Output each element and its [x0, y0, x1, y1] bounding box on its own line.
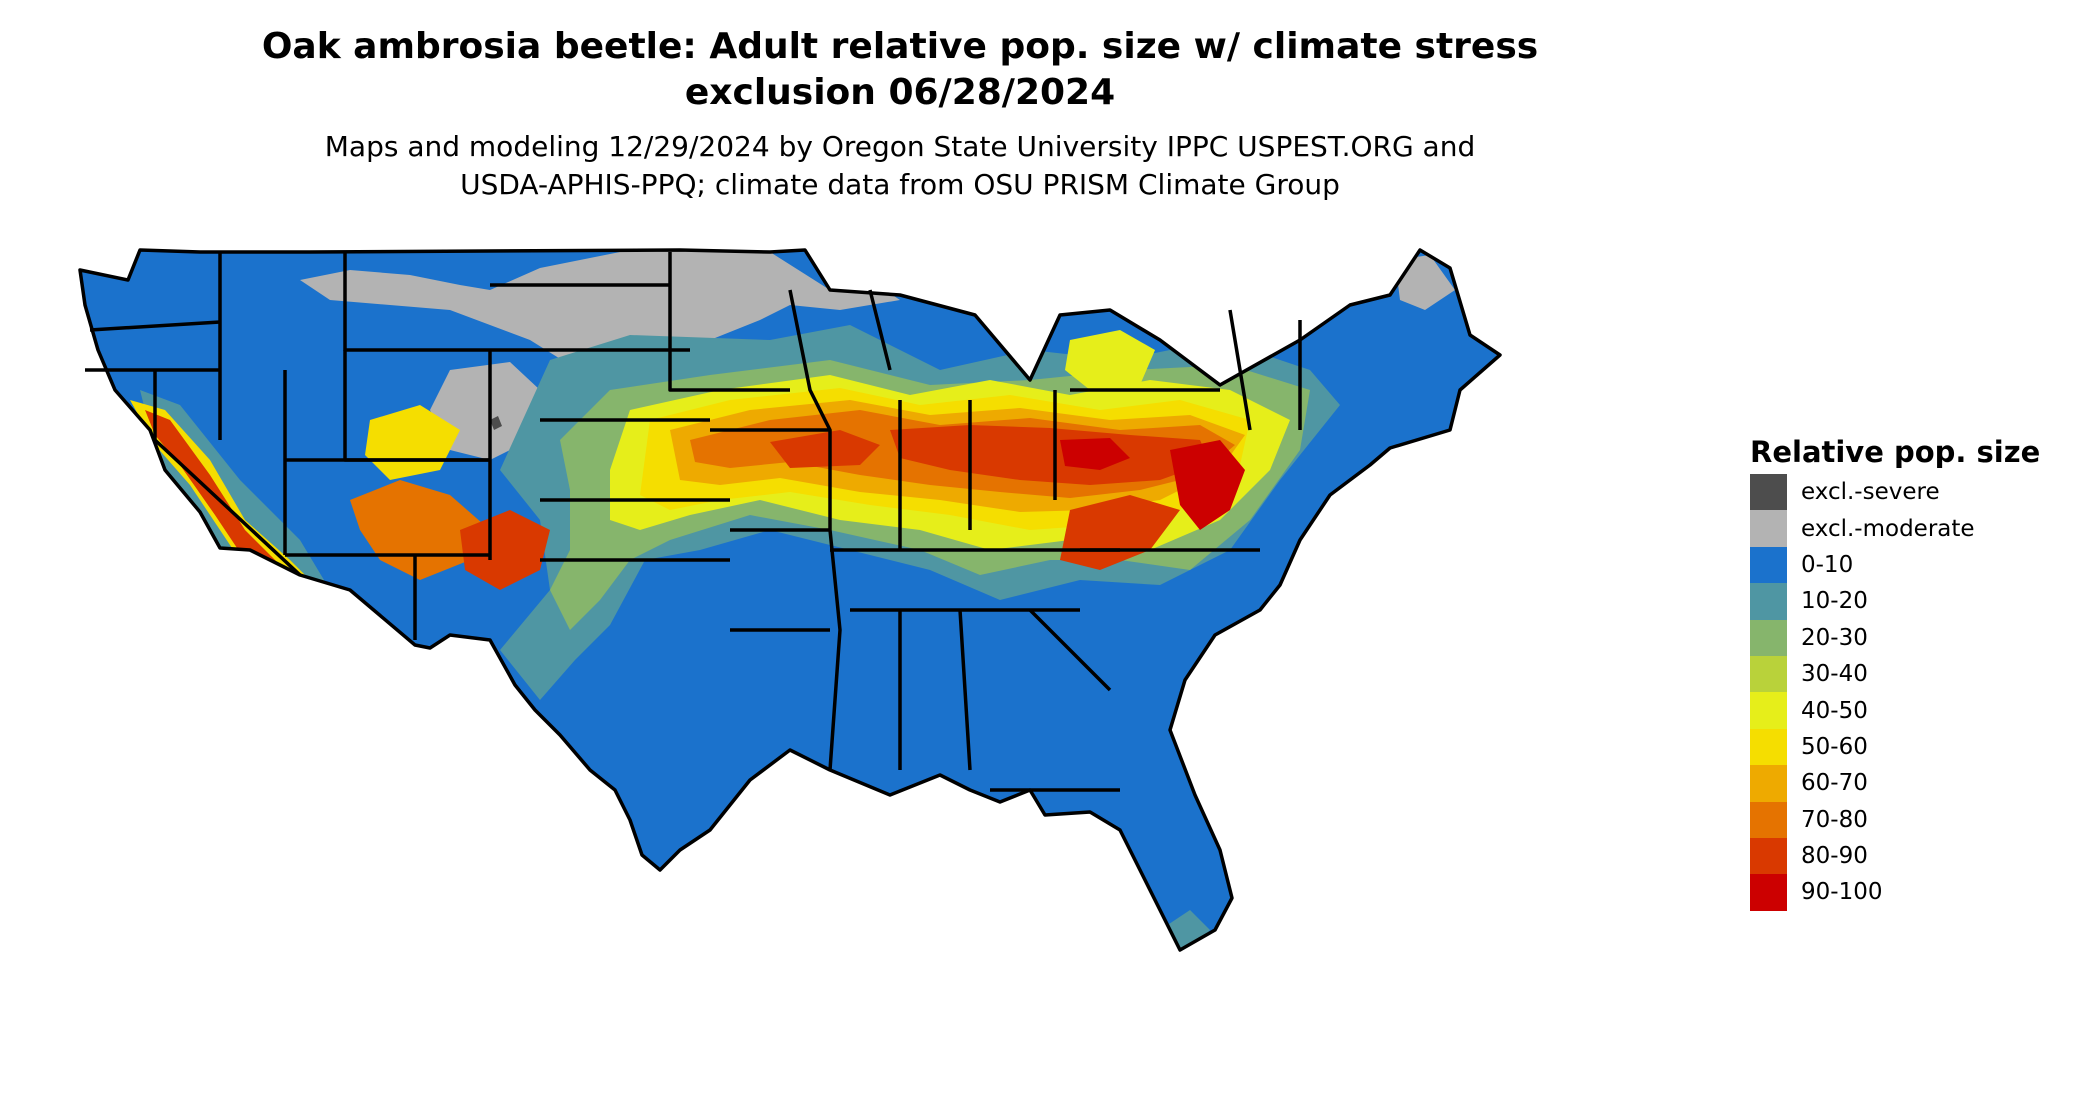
legend-item-50-60: 50-60: [1750, 728, 2080, 766]
band-south-florida-hotspot: [1180, 990, 1230, 1065]
legend-swatch: [1750, 655, 1787, 693]
band-new-mexico-ranges: [460, 510, 550, 590]
border-ga-sc: [1028, 608, 1112, 692]
map-title-line-2: exclusion 06/28/2024: [684, 72, 1116, 113]
border-mi-wi: [868, 289, 892, 371]
legend-item-20-30: 20-30: [1750, 619, 2080, 656]
legend-item-0-10: 0-10: [1750, 546, 2080, 584]
legend-label: 70-80: [1801, 806, 1868, 833]
band-90-100-ohio-core: [1060, 438, 1130, 470]
legend-item-80-90: 80-90: [1750, 837, 2080, 875]
map-subtitle: Maps and modeling 12/29/2024 by Oregon S…: [100, 128, 1700, 204]
map-subtitle-line-2: USDA-APHIS-PPQ; climate data from OSU PR…: [460, 168, 1340, 201]
band-80-90-kansas: [770, 430, 880, 468]
band-south-texas-hotspot: [630, 890, 690, 950]
excl-moderate-maine: [1395, 255, 1455, 310]
band-90-100-mid-atlantic: [1170, 440, 1245, 530]
legend-swatch: [1750, 874, 1787, 911]
legend-swatch: [1750, 765, 1787, 802]
legend-title: Relative pop. size: [1750, 435, 2041, 469]
map-subtitle-line-1: Maps and modeling 12/29/2024 by Oregon S…: [324, 130, 1476, 163]
excl-moderate-wyoming: [430, 362, 540, 460]
legend-item-10-20: 10-20: [1750, 583, 2080, 620]
legend-swatch: [1750, 801, 1787, 838]
legend-label: 90-100: [1801, 879, 1883, 906]
legend-label: 80-90: [1801, 843, 1868, 870]
band-40-50-michigan: [1065, 330, 1155, 390]
legend-swatch: [1750, 692, 1787, 729]
legend-item-60-70: 60-70: [1750, 765, 2080, 802]
legend-item-40-50: 40-50: [1750, 692, 2080, 729]
border-mn-ia: [668, 252, 790, 392]
legend-label: excl.-severe: [1801, 479, 1940, 506]
legend: Relative pop. size excl.-severe excl.-mo…: [1750, 430, 2080, 911]
us-map: [78, 248, 1502, 1065]
legend-label: 0-10: [1801, 551, 1854, 578]
legend-item-excl-moderate: excl.-moderate: [1750, 510, 2080, 547]
legend-item-70-80: 70-80: [1750, 801, 2080, 838]
legend-swatch: [1750, 837, 1787, 875]
legend-swatch: [1750, 510, 1787, 547]
legend-label: 30-40: [1801, 661, 1868, 688]
legend-swatch: [1750, 583, 1787, 620]
border-nv-ca: [153, 370, 302, 577]
border-al-ga: [958, 609, 972, 771]
border-mississippi-river: [788, 289, 842, 771]
state-boundaries: [78, 248, 1502, 952]
legend-items: excl.-severe excl.-moderate 0-10 10-20 2…: [1750, 474, 2080, 911]
band-10-20-texas-coast: [760, 850, 810, 930]
border-wa-or: [89, 320, 221, 332]
legend-item-90-100: 90-100: [1750, 874, 2080, 911]
legend-label: 50-60: [1801, 733, 1868, 760]
legend-swatch: [1750, 728, 1787, 766]
national-border: [78, 248, 1502, 952]
excl-moderate-northern-plains: [300, 250, 900, 365]
legend-label: excl.-moderate: [1801, 515, 1975, 542]
legend-item-30-40: 30-40: [1750, 655, 2080, 693]
legend-item-excl-severe: excl.-severe: [1750, 474, 2080, 511]
legend-label: 10-20: [1801, 588, 1868, 615]
map-title: Oak ambrosia beetle: Adult relative pop.…: [100, 24, 1700, 116]
legend-swatch: [1750, 474, 1787, 511]
excl-severe-wyoming-peak: [490, 416, 502, 430]
legend-label: 40-50: [1801, 697, 1868, 724]
legend-label: 20-30: [1801, 624, 1868, 651]
legend-label: 60-70: [1801, 770, 1868, 797]
map-title-line-1: Oak ambrosia beetle: Adult relative pop.…: [261, 26, 1539, 67]
legend-swatch: [1750, 546, 1787, 584]
legend-swatch: [1750, 619, 1787, 656]
border-ny-new-england: [1228, 309, 1252, 431]
